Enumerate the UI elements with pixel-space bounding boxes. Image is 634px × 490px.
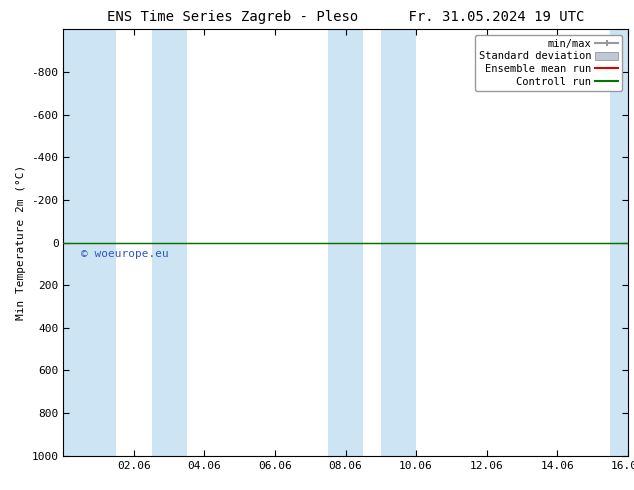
Text: © woeurope.eu: © woeurope.eu xyxy=(81,249,169,259)
Legend: min/max, Standard deviation, Ensemble mean run, Controll run: min/max, Standard deviation, Ensemble me… xyxy=(474,35,623,91)
Bar xyxy=(610,29,628,456)
Title: ENS Time Series Zagreb - Pleso      Fr. 31.05.2024 19 UTC: ENS Time Series Zagreb - Pleso Fr. 31.05… xyxy=(107,10,584,24)
Bar xyxy=(381,29,416,456)
Bar xyxy=(328,29,363,456)
Y-axis label: Min Temperature 2m (°C): Min Temperature 2m (°C) xyxy=(16,165,26,320)
Bar xyxy=(152,29,187,456)
Bar xyxy=(63,29,116,456)
